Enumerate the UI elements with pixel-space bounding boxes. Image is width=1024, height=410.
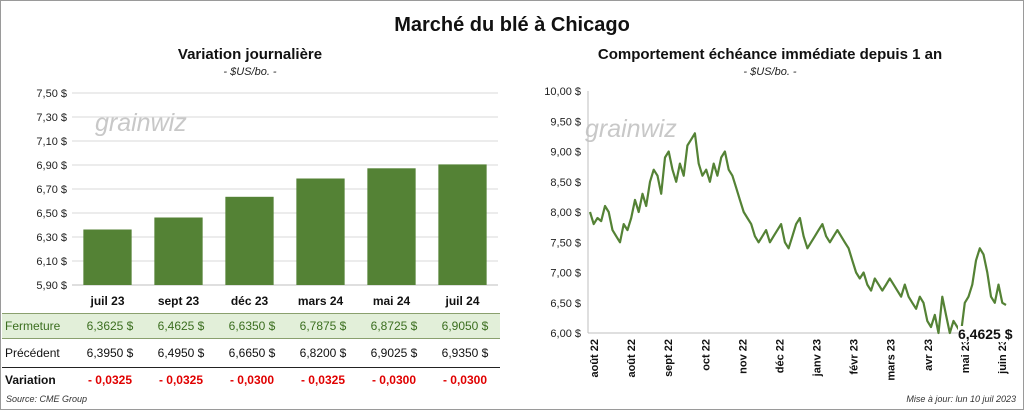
bar-category-label: déc 23 bbox=[231, 294, 269, 308]
table-cell: - 0,0325 bbox=[158, 373, 204, 387]
line-xtick-label: déc 22 bbox=[774, 339, 786, 373]
table-row-fermeture: Fermeture 6,3625 $ 6,4625 $ 6,6350 $ 6,7… bbox=[2, 313, 500, 339]
line-ytick-label: 8,00 $ bbox=[550, 207, 581, 219]
bar-category-label: mai 24 bbox=[373, 294, 411, 308]
line-xtick-label: févr 23 bbox=[849, 339, 861, 374]
bar-category-label: mars 24 bbox=[298, 294, 344, 308]
table-cell: - 0,0300 bbox=[229, 373, 275, 387]
right-panel-title: Comportement échéance immédiate depuis 1… bbox=[597, 46, 943, 63]
table-cell: - 0,0325 bbox=[300, 373, 346, 387]
table-row-precedent: Précédent 6,3950 $ 6,4950 $ 6,6650 $ 6,8… bbox=[2, 341, 500, 365]
bar-ytick-label: 5,90 $ bbox=[36, 280, 67, 292]
line-xtick-label: sept 22 bbox=[663, 339, 675, 377]
line-ytick-label: 6,00 $ bbox=[550, 328, 581, 340]
left-panel-unit: - $US/bo. - bbox=[223, 66, 277, 78]
left-panel-title: Variation journalière bbox=[177, 46, 323, 63]
table-cell: - 0,0300 bbox=[442, 373, 488, 387]
table-cell: 6,6650 $ bbox=[228, 346, 276, 360]
bar-ytick-label: 6,70 $ bbox=[36, 184, 67, 196]
table-cell: 6,6350 $ bbox=[228, 319, 276, 333]
table-cell: 6,7875 $ bbox=[299, 319, 347, 333]
watermark-right: grainwiz bbox=[585, 115, 677, 143]
table-cell: 6,3950 $ bbox=[86, 346, 134, 360]
bar bbox=[83, 229, 132, 285]
table-cell: 6,3625 $ bbox=[86, 319, 134, 333]
table-cell: 6,9050 $ bbox=[441, 319, 489, 333]
last-value-label: 6,4625 $ bbox=[958, 326, 1013, 342]
line-ytick-label: 7,00 $ bbox=[550, 268, 581, 280]
table-cell: 6,4950 $ bbox=[157, 346, 205, 360]
bar bbox=[154, 217, 203, 285]
line-ytick-label: 7,50 $ bbox=[550, 237, 581, 249]
line-xtick-label: oct 22 bbox=[700, 339, 712, 371]
right-panel-unit: - $US/bo. - bbox=[743, 66, 797, 78]
bar-ytick-label: 6,30 $ bbox=[36, 232, 67, 244]
row-label: Variation bbox=[5, 373, 56, 387]
bar-category-label: juil 23 bbox=[89, 294, 124, 308]
line-xtick-label: avr 23 bbox=[923, 339, 935, 371]
bar bbox=[438, 164, 487, 285]
line-ytick-label: 9,50 $ bbox=[550, 116, 581, 128]
bar-ytick-label: 7,50 $ bbox=[36, 88, 67, 100]
row-label: Précédent bbox=[5, 346, 60, 360]
line-ytick-label: 9,00 $ bbox=[550, 147, 581, 159]
bar-ytick-label: 6,10 $ bbox=[36, 256, 67, 268]
line-xtick-label: nov 22 bbox=[737, 339, 749, 374]
table-cell: 6,4625 $ bbox=[157, 319, 205, 333]
line-xtick-label: mai 23 bbox=[960, 339, 972, 373]
bar-ytick-label: 6,90 $ bbox=[36, 160, 67, 172]
bar-chart: grainwiz 5,90 $ 6,10 $ 6,30 $ 6,50 $ 6,70 $ 6… bbox=[36, 88, 498, 308]
table-cell: 6,9350 $ bbox=[441, 346, 489, 360]
table-cell: - 0,0325 bbox=[87, 373, 133, 387]
line-ytick-label: 8,50 $ bbox=[550, 177, 581, 189]
table-row-variation: Variation - 0,0325 - 0,0325 - 0,0300 - 0… bbox=[2, 367, 500, 392]
row-label: Fermeture bbox=[5, 319, 61, 333]
line-ytick-label: 6,50 $ bbox=[550, 298, 581, 310]
update-note: Mise à jour: lun 10 juil 2023 bbox=[906, 394, 1016, 404]
line-xtick-label: août 22 bbox=[589, 339, 601, 378]
bar bbox=[296, 178, 345, 285]
table-cell: 6,8200 $ bbox=[299, 346, 347, 360]
bar-ytick-label: 7,30 $ bbox=[36, 112, 67, 124]
bar-ytick-label: 7,10 $ bbox=[36, 136, 67, 148]
bar bbox=[225, 196, 274, 285]
line-xtick-label: janv 23 bbox=[812, 339, 824, 377]
table-cell: 6,8725 $ bbox=[370, 319, 418, 333]
source-note: Source: CME Group bbox=[6, 394, 88, 404]
table-cell: 6,9025 $ bbox=[370, 346, 418, 360]
line-ytick-label: 10,00 $ bbox=[544, 86, 581, 98]
bar-category-label: sept 23 bbox=[158, 294, 200, 308]
line-xtick-label: mars 23 bbox=[886, 339, 898, 381]
series-line bbox=[588, 132, 1007, 335]
table-cell: - 0,0300 bbox=[371, 373, 417, 387]
bar-category-label: juil 24 bbox=[444, 294, 479, 308]
bar-ytick-label: 6,50 $ bbox=[36, 208, 67, 220]
bar bbox=[367, 168, 416, 285]
line-xtick-label: août 22 bbox=[626, 339, 638, 378]
line-xtick-label: juin 23 bbox=[997, 339, 1009, 375]
watermark-left: grainwiz bbox=[95, 109, 187, 137]
main-title: Marché du blé à Chicago bbox=[394, 14, 630, 36]
